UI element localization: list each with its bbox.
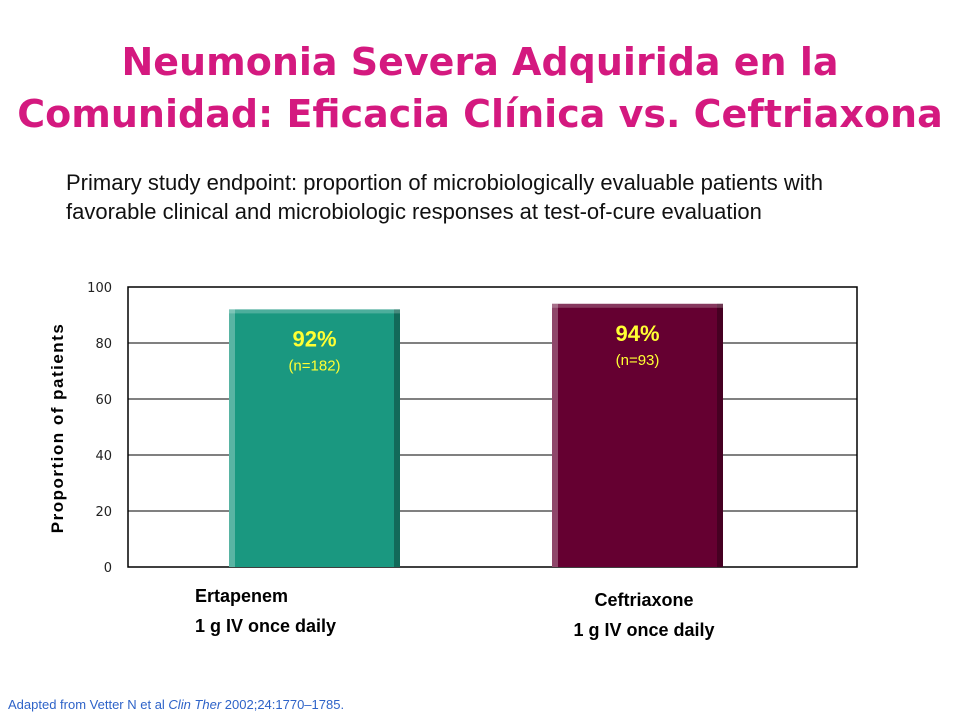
- citation-footer: Adapted from Vetter N et al Clin Ther 20…: [8, 697, 344, 712]
- plot-area-border: [127, 286, 858, 568]
- bar-1: [552, 303, 723, 567]
- n-label-1: (n=93): [616, 352, 660, 369]
- slide-title: Neumonia Severa Adquirida en la Comunida…: [0, 36, 960, 140]
- n-label-0: (n=182): [288, 357, 340, 374]
- slide-subtitle: Primary study endpoint: proportion of mi…: [66, 170, 823, 224]
- bar-1-bevel-left: [552, 303, 558, 567]
- bar-0-bevel-right: [394, 309, 400, 567]
- bar-1-bevel-top: [552, 303, 723, 308]
- data-label-1: 94%: [615, 321, 659, 346]
- bar-chart: 0 20 40 60 80 100 Proportion of patients 92% (n=…: [48, 281, 858, 640]
- bar-1-bevel-right: [717, 303, 723, 567]
- bar-0-bevel-top: [229, 309, 400, 314]
- bar-group-0: [229, 309, 400, 567]
- y-tick-label-20: 20: [95, 505, 112, 520]
- citation-suffix: 2002;24:1770–1785.: [221, 697, 345, 712]
- bar-0-bevel-left: [229, 309, 235, 567]
- category-label-0-line-0: Ertapenem: [195, 586, 288, 606]
- bar-group-1: [552, 303, 723, 567]
- y-tick-label-60: 60: [95, 393, 112, 408]
- y-tick-label-40: 40: [95, 449, 112, 464]
- category-label-0-line-1: 1 g IV once daily: [195, 616, 336, 636]
- category-label-1-line-1: 1 g IV once daily: [573, 620, 714, 640]
- title-line-2: Comunidad: Eficacia Clínica vs. Ceftriax…: [17, 92, 943, 136]
- y-tick-label-0: 0: [104, 561, 112, 576]
- category-label-1-line-0: Ceftriaxone: [594, 590, 693, 610]
- y-tick-label-100: 100: [87, 281, 112, 296]
- y-axis-label: Proportion of patients: [48, 323, 67, 534]
- citation-prefix: Adapted from Vetter N et al: [8, 697, 169, 712]
- title-line-1: Neumonia Severa Adquirida en la: [121, 40, 839, 84]
- data-label-0: 92%: [292, 326, 336, 351]
- y-tick-label-80: 80: [95, 337, 112, 352]
- citation-journal: Clin Ther: [168, 697, 222, 712]
- bar-0: [229, 309, 400, 567]
